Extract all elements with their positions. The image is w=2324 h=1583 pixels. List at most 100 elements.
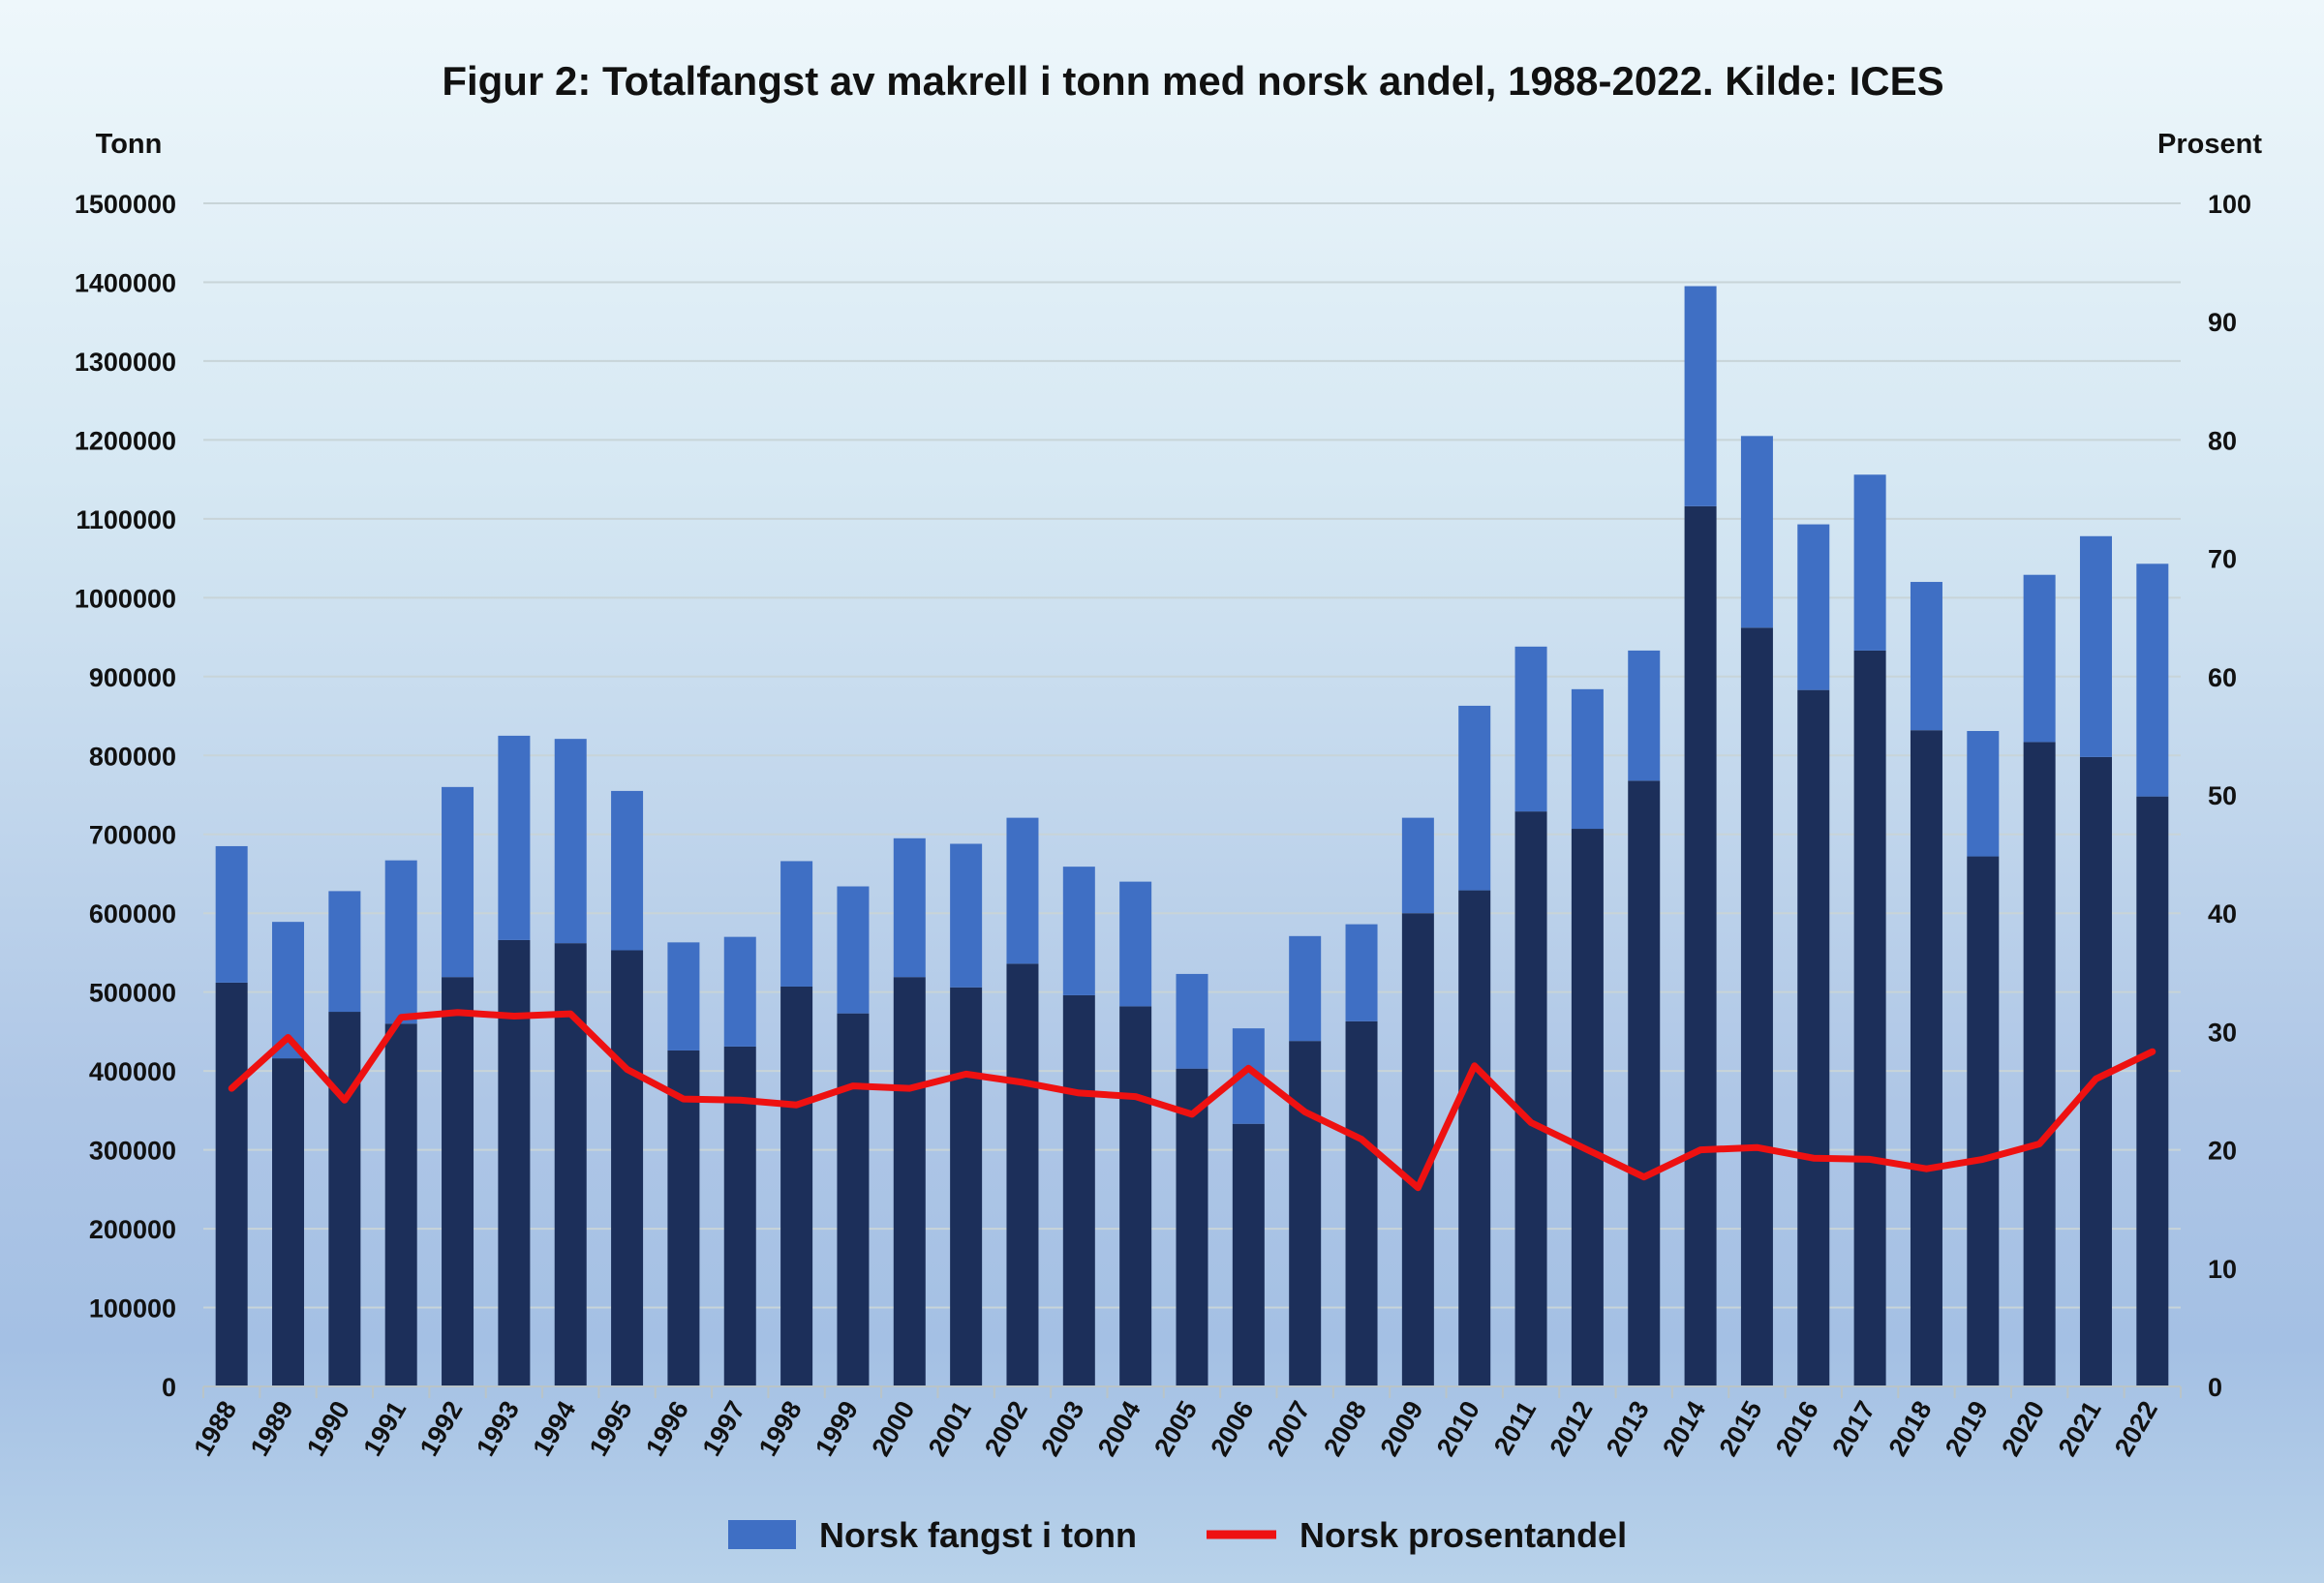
- line-norsk-prosentandel: [228, 1009, 2156, 1192]
- bar-total-1995: [611, 950, 644, 1386]
- bar-norsk-fangst-2017: [1853, 474, 1886, 651]
- bar-norsk-fangst-2004: [1119, 881, 1152, 1007]
- bar-total-2000: [893, 977, 926, 1386]
- x-tick-label-2013: 2013: [1601, 1396, 1655, 1461]
- y-left-tick-label: 800000: [89, 742, 176, 771]
- x-tick-label-2001: 2001: [923, 1396, 977, 1461]
- y-right-tick-label: 30: [2208, 1018, 2237, 1047]
- bar-norsk-fangst-1996: [667, 942, 700, 1050]
- bar-total-2003: [1062, 994, 1095, 1386]
- bar-total-1998: [780, 986, 813, 1386]
- bar-norsk-fangst-2013: [1628, 650, 1661, 781]
- bar-norsk-fangst-1995: [611, 790, 644, 951]
- x-tick-label-2008: 2008: [1318, 1396, 1372, 1461]
- y-right-tick-label: 100: [2208, 190, 2251, 219]
- x-tick-label-2019: 2019: [1940, 1396, 1994, 1461]
- y-left-tick-label: 200000: [89, 1215, 176, 1244]
- bar-norsk-fangst-2000: [893, 837, 926, 978]
- bar-norsk-fangst-2019: [1967, 731, 2000, 857]
- bar-norsk-fangst-2020: [2023, 574, 2056, 743]
- bar-total-2001: [950, 987, 983, 1386]
- x-tick-label-2022: 2022: [2109, 1396, 2163, 1461]
- bar-norsk-fangst-2012: [1571, 688, 1604, 830]
- bar-norsk-fangst-2015: [1740, 436, 1773, 628]
- x-tick-label-2016: 2016: [1770, 1396, 1824, 1461]
- bar-norsk-fangst-2021: [2079, 535, 2112, 757]
- y-right-tick-label: 10: [2208, 1255, 2237, 1284]
- y-left-tick-label: 900000: [89, 663, 176, 692]
- x-tick-label-2005: 2005: [1148, 1396, 1203, 1461]
- y-right-tick-label: 20: [2208, 1137, 2237, 1166]
- y-left-tick-label: 1100000: [76, 505, 176, 534]
- x-tick-label-2020: 2020: [1996, 1396, 2050, 1461]
- bar-norsk-fangst-2009: [1401, 817, 1434, 914]
- y-left-tick-label: 0: [162, 1373, 176, 1402]
- percent-line-layer: [228, 1009, 2156, 1192]
- bar-norsk-fangst-2016: [1797, 524, 1830, 690]
- x-tick-label-1988: 1988: [188, 1396, 242, 1461]
- bar-total-2019: [1967, 856, 2000, 1386]
- bars: [215, 286, 2169, 1386]
- bar-total-1990: [328, 1012, 361, 1386]
- y-axis-left-label: Tonn: [96, 129, 163, 160]
- x-tick-label-1994: 1994: [527, 1396, 581, 1461]
- bar-norsk-fangst-1997: [723, 936, 756, 1047]
- y-right-tick-label: 80: [2208, 426, 2237, 455]
- y-axis-right-label: Prosent: [2157, 129, 2262, 160]
- x-tick-label-2018: 2018: [1883, 1396, 1938, 1461]
- y-right-tick-label: 70: [2208, 545, 2237, 574]
- y-right-tick-label: 40: [2208, 899, 2237, 928]
- y-left-tick-label: 600000: [89, 899, 176, 928]
- y-left-tick-label: 300000: [89, 1137, 176, 1166]
- bar-total-2018: [1910, 730, 1942, 1386]
- bar-norsk-fangst-2001: [950, 843, 983, 988]
- x-tick-label-2009: 2009: [1375, 1396, 1429, 1461]
- bar-total-2013: [1628, 780, 1661, 1386]
- x-tick-label-2010: 2010: [1431, 1396, 1485, 1461]
- y-right-tick-label: 90: [2208, 308, 2237, 337]
- legend-swatch-norsk-fangst: [728, 1520, 796, 1549]
- bar-total-2020: [2023, 742, 2056, 1386]
- x-tick-label-2006: 2006: [1206, 1396, 1260, 1461]
- y-left-tick-label: 100000: [89, 1294, 176, 1324]
- bar-norsk-fangst-2008: [1345, 924, 1378, 1021]
- bar-total-2006: [1232, 1123, 1265, 1386]
- bar-total-2016: [1797, 689, 1830, 1386]
- x-tick-label-2007: 2007: [1262, 1396, 1316, 1461]
- bar-norsk-fangst-2003: [1062, 867, 1095, 995]
- bar-total-2007: [1289, 1041, 1322, 1386]
- x-tick-label-2004: 2004: [1092, 1396, 1147, 1461]
- y-right-tick-label: 0: [2208, 1373, 2222, 1402]
- x-tick-label-1993: 1993: [471, 1396, 525, 1461]
- x-tick-label-1991: 1991: [357, 1396, 412, 1461]
- bar-total-1991: [384, 1023, 417, 1386]
- bar-norsk-fangst-2007: [1289, 935, 1322, 1042]
- y-right-tick-label: 50: [2208, 781, 2237, 810]
- bar-norsk-fangst-1994: [554, 739, 587, 944]
- y-left-tick-label: 1200000: [75, 426, 176, 455]
- x-tick-label-1992: 1992: [414, 1396, 469, 1461]
- bar-total-1989: [272, 1058, 305, 1386]
- x-tick-label-2012: 2012: [1544, 1396, 1599, 1461]
- bar-norsk-fangst-2011: [1514, 646, 1547, 812]
- x-tick-label-2015: 2015: [1714, 1396, 1768, 1461]
- bar-total-2022: [2136, 796, 2169, 1386]
- bar-total-2002: [1006, 963, 1039, 1386]
- bar-total-2009: [1401, 913, 1434, 1386]
- bar-total-2014: [1684, 505, 1717, 1386]
- bar-total-2008: [1345, 1020, 1378, 1386]
- y-left-tick-label: 500000: [89, 979, 176, 1008]
- x-tick-label-2017: 2017: [1826, 1396, 1881, 1461]
- x-tick-label-2014: 2014: [1657, 1396, 1711, 1461]
- legend: Norsk fangst i tonn Norsk prosentandel: [728, 1515, 1627, 1555]
- legend-label-norsk-fangst: Norsk fangst i tonn: [819, 1515, 1137, 1555]
- x-tick-label-1999: 1999: [810, 1396, 864, 1461]
- bar-total-2004: [1119, 1006, 1152, 1386]
- y-left-tick-label: 1300000: [75, 348, 176, 377]
- bar-norsk-fangst-2014: [1684, 286, 1717, 506]
- x-tick-label-1997: 1997: [696, 1396, 750, 1461]
- bar-norsk-fangst-1988: [215, 845, 248, 983]
- bar-norsk-fangst-2002: [1006, 817, 1039, 964]
- x-tick-label-2003: 2003: [1035, 1396, 1089, 1461]
